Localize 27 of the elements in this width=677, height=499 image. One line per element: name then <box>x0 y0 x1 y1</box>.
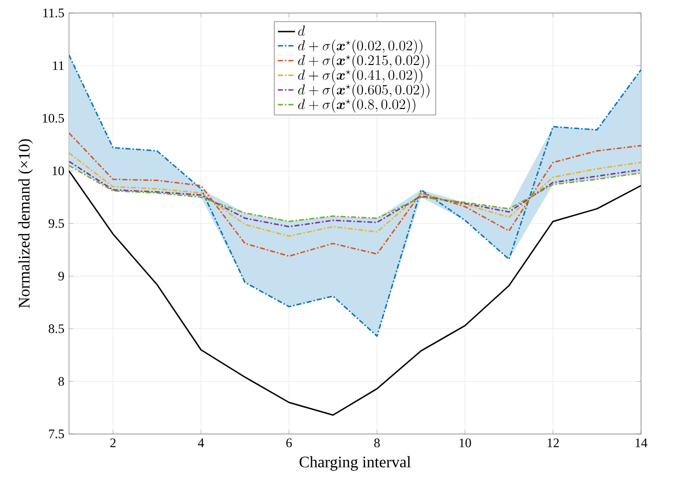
y-tick-label: 10.5 <box>42 114 64 123</box>
legend-label: $d+\sigma(\boldsymbol{x}^{\star}(0.02,0.02))$ <box>298 40 422 54</box>
x-tick-label: 8 <box>374 438 380 448</box>
y-tick-label: 11 <box>53 61 64 70</box>
x-tick-label: 4 <box>198 438 204 448</box>
y-tick-label: 7.5 <box>49 430 64 438</box>
y-tick-label: 10 <box>52 166 64 176</box>
x-axis-title: Charging interval <box>300 456 411 471</box>
x-tick-label: 10 <box>460 438 472 448</box>
y-axis-title: Normalized demand (×10) <box>18 139 33 308</box>
x-tick-label: 6 <box>286 438 292 448</box>
line-series <box>69 132 642 257</box>
line-series <box>69 170 642 416</box>
line-series <box>69 152 642 237</box>
legend-label: $d+\sigma(\boldsymbol{x}^{\star}(0.215,0.02))$ <box>298 54 430 69</box>
y-tick-label: 11.5 <box>43 8 64 18</box>
legend-label: $d+\sigma(\boldsymbol{x}^{\star}(0.41,0.02))$ <box>298 68 422 84</box>
legend-label: $d$ <box>298 26 305 36</box>
y-tick-label: 9 <box>58 272 64 280</box>
legend-label: $d+\sigma(\boldsymbol{x}^{\star}(0.605,0.02))$ <box>298 84 430 98</box>
y-tick-label: 9.5 <box>48 219 64 228</box>
x-tick-label: 2 <box>110 438 116 448</box>
x-tick-label: 12 <box>548 438 559 448</box>
y-tick-label: 8.5 <box>48 324 64 334</box>
y-tick-label: 8 <box>58 376 64 386</box>
legend-label: $d+\sigma(\boldsymbol{x}^{\star}(0.8,0.02))$ <box>298 98 416 113</box>
x-tick-label: 14 <box>636 438 648 448</box>
